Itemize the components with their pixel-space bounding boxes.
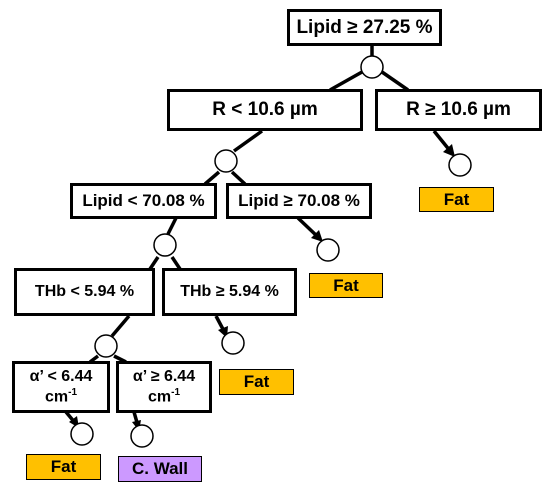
node-thb-ge-label: THb ≥ 5.94 % — [180, 283, 279, 300]
leaf-fat-r-ge-label: Fat — [443, 189, 470, 209]
node-r-ge-label: R ≥ 10.6 µm — [406, 99, 511, 121]
node-thb-lt-label: THb < 5.94 % — [34, 283, 135, 300]
node-alpha-lt-text: α’ < 6.44 cm-1 — [30, 367, 93, 407]
node-alpha-lt-unit-exp: -1 — [68, 386, 78, 398]
node-root-lipid: Lipid ≥ 27.25 % — [287, 9, 442, 46]
junction-circle-r-lt — [214, 149, 238, 173]
node-r-lt: R < 10.6 µm — [167, 89, 363, 131]
leaf-fat-lipid-ge: Fat — [309, 273, 383, 298]
leaf-circle-alpha-ge — [130, 424, 154, 448]
edge-junction-r-lt — [329, 70, 363, 92]
leaf-fat-thb-ge-label: Fat — [243, 372, 270, 391]
node-lipid-lt: Lipid < 70.08 % — [70, 183, 217, 219]
node-root-label: Lipid ≥ 27.25 % — [296, 16, 433, 38]
leaf-circle-thb-ge — [221, 331, 245, 355]
node-alpha-lt: α’ < 6.44 cm-1 — [12, 361, 110, 413]
arrowhead-lipid-ge — [311, 230, 323, 242]
leaf-fat-thb-ge: Fat — [219, 369, 294, 395]
edge-lipid-lt-junction — [166, 217, 178, 235]
leaf-cell-wall-alpha-ge-label: C. Wall — [131, 459, 189, 478]
leaf-fat-alpha-lt-label: Fat — [50, 457, 77, 476]
leaf-circle-alpha-lt — [70, 422, 94, 446]
node-r-lt-label: R < 10.6 µm — [212, 99, 318, 121]
edge-junction-r-ge — [381, 70, 409, 92]
node-alpha-ge-unit: cm — [147, 388, 172, 406]
junction-circle-thb-lt — [94, 334, 118, 358]
edge-junction-thb-ge — [170, 256, 182, 270]
node-thb-ge: THb ≥ 5.94 % — [162, 268, 297, 316]
node-alpha-lt-unit: cm — [44, 388, 69, 406]
leaf-fat-lipid-ge-label: Fat — [333, 275, 359, 295]
node-alpha-ge-text: α’ ≥ 6.44 cm-1 — [133, 367, 195, 407]
leaf-cell-wall-alpha-ge: C. Wall — [118, 456, 202, 482]
arrowhead-r-ge — [443, 144, 455, 157]
node-r-ge: R ≥ 10.6 µm — [375, 89, 542, 131]
node-alpha-ge-line1: α’ ≥ 6.44 — [132, 367, 196, 385]
node-alpha-lt-line1: α’ < 6.44 — [29, 367, 93, 385]
junction-circle-root — [360, 55, 384, 79]
node-alpha-ge: α’ ≥ 6.44 cm-1 — [116, 361, 212, 413]
node-alpha-ge-line2: cm-1 — [148, 387, 180, 407]
edge-junction-thb-lt — [148, 256, 160, 270]
edge-r-lt-junction — [232, 129, 264, 153]
node-alpha-lt-line2: cm-1 — [45, 387, 77, 407]
leaf-fat-r-ge: Fat — [419, 187, 494, 212]
junction-circle-lipid-lt — [153, 233, 177, 257]
node-alpha-ge-unit-exp: -1 — [171, 386, 181, 398]
leaf-fat-alpha-lt: Fat — [26, 454, 101, 480]
node-lipid-ge: Lipid ≥ 70.08 % — [226, 183, 372, 219]
edge-junction-lipid-ge — [230, 170, 247, 186]
leaf-circle-r-ge — [448, 153, 472, 177]
edge-thb-lt-junction — [110, 314, 131, 338]
leaf-circle-lipid-ge — [316, 238, 340, 262]
node-thb-lt: THb < 5.94 % — [14, 268, 155, 316]
node-lipid-lt-label: Lipid < 70.08 % — [82, 191, 205, 211]
edge-lipid-ge-circle — [296, 216, 320, 239]
node-lipid-ge-label: Lipid ≥ 70.08 % — [238, 191, 360, 211]
edge-junction-lipid-lt — [203, 170, 221, 186]
